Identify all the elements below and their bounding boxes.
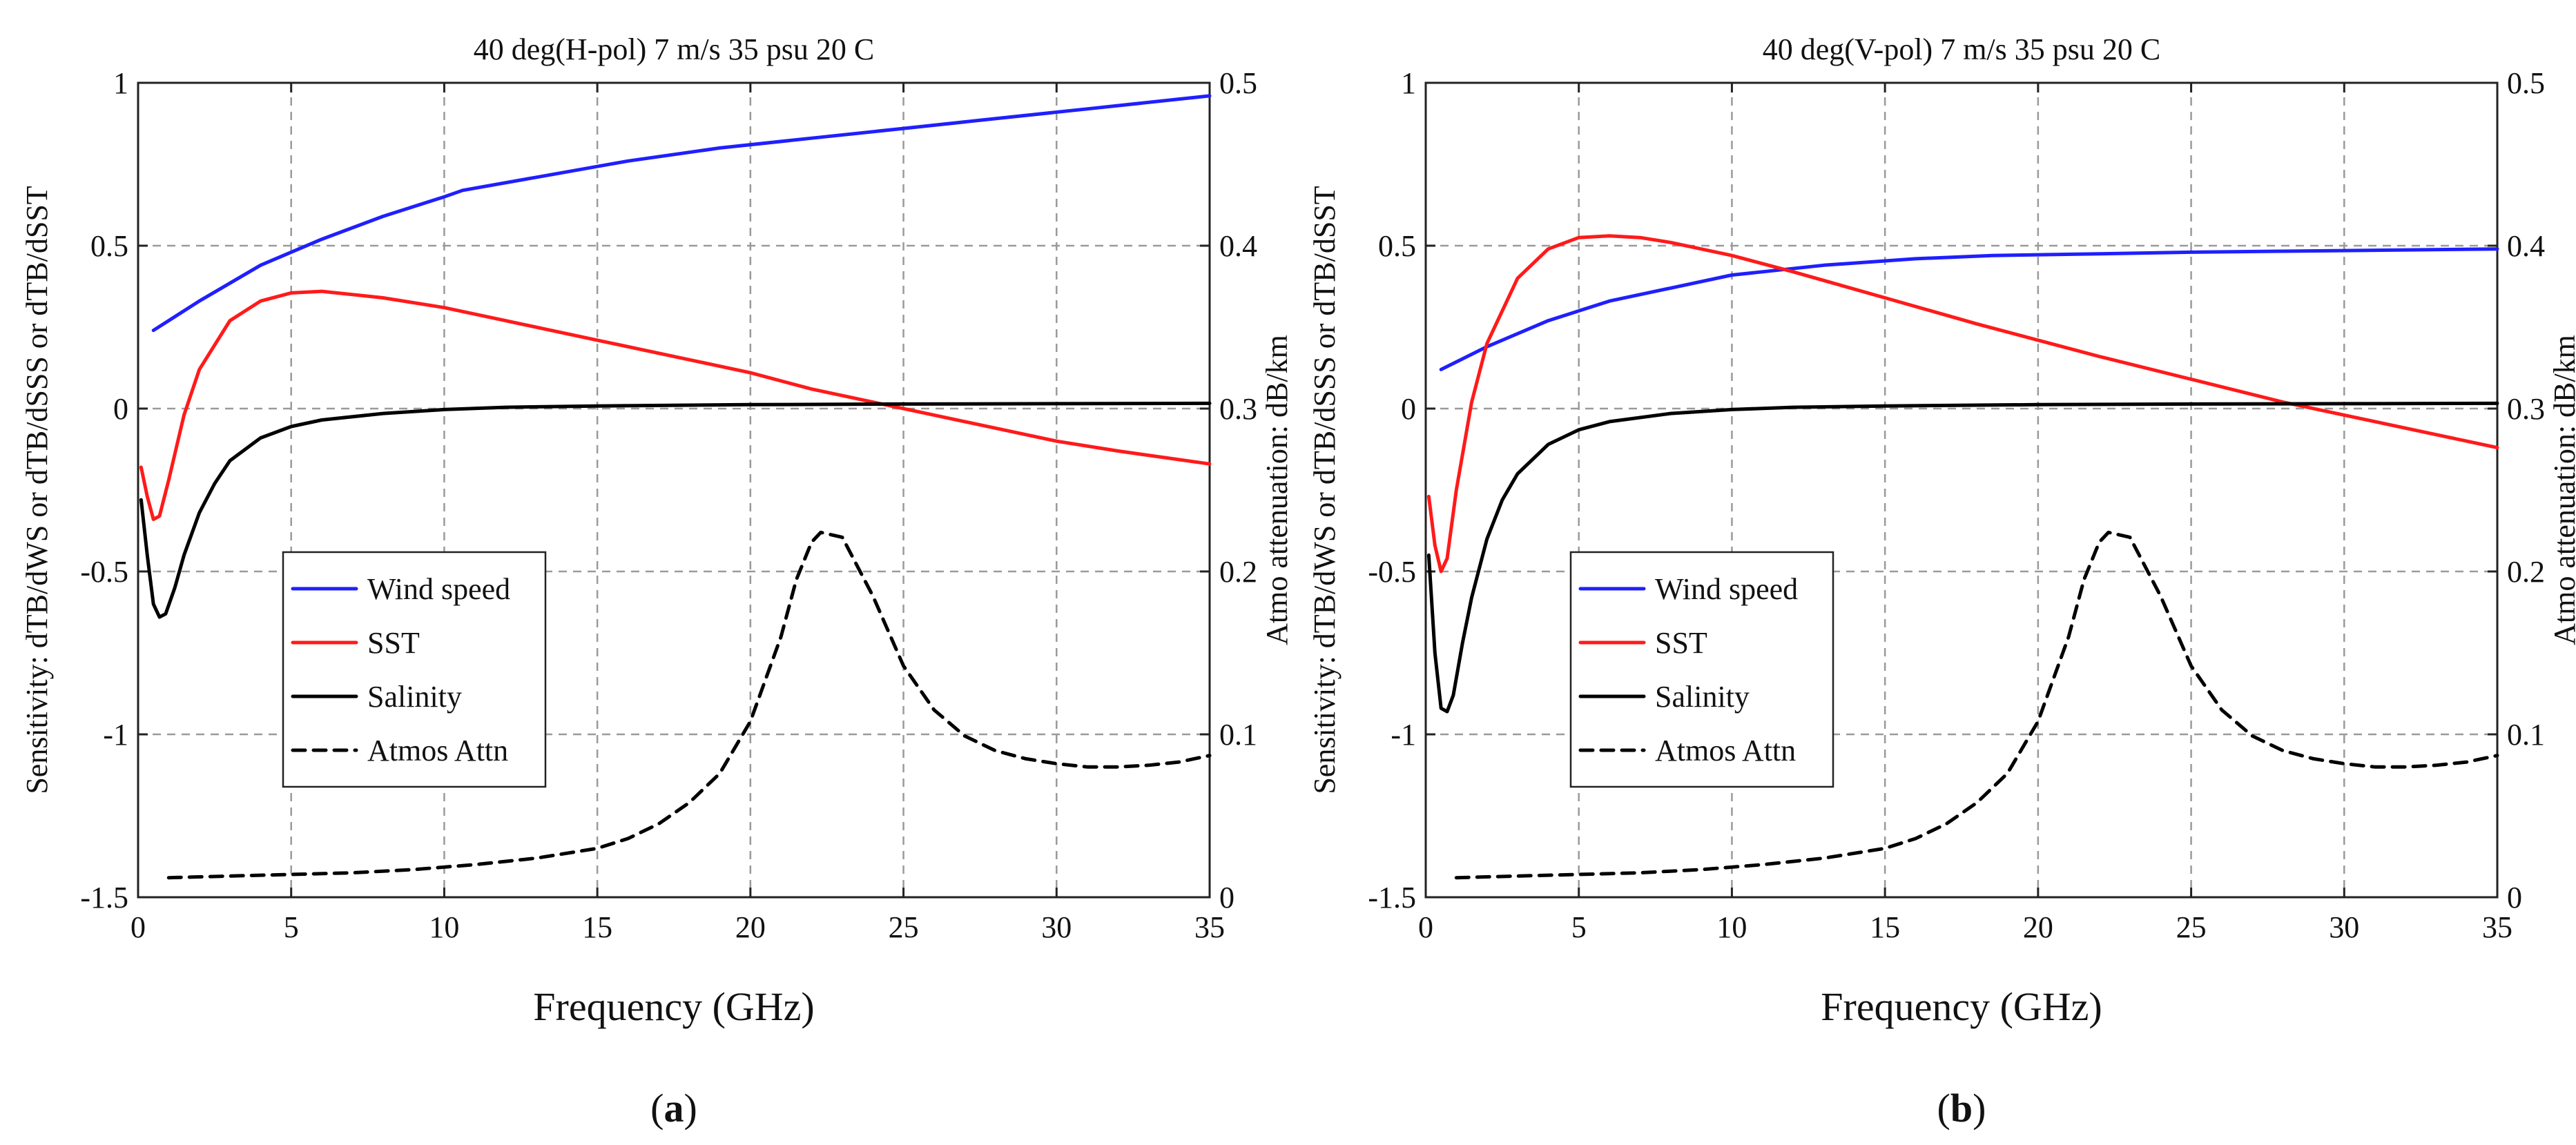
y-tick-label: -0.5 xyxy=(1368,555,1416,589)
panel-label: (b) xyxy=(1937,1086,1986,1131)
axes xyxy=(137,81,1211,899)
y2-tick-label: 0.2 xyxy=(1219,555,1257,589)
y2-tick-label: 0.3 xyxy=(2507,392,2545,426)
legend-entry-label: Salinity xyxy=(1655,680,1750,714)
y2-tick-label: 0 xyxy=(1219,881,1234,914)
legend-entry-label: SST xyxy=(1655,626,1707,660)
y-tick-label: 0 xyxy=(1401,392,1416,426)
chart-title: 40 deg(V-pol) 7 m/s 35 psu 20 C xyxy=(1763,32,2161,66)
x-tick-label: 20 xyxy=(735,910,766,944)
y-tick-label: 1 xyxy=(113,66,128,100)
x-tick-label: 15 xyxy=(1870,910,1900,944)
x-tick-label: 35 xyxy=(2482,910,2512,944)
y2-tick-label: 0.1 xyxy=(2507,718,2545,752)
legend-entry-label: Salinity xyxy=(367,680,462,714)
series-line-wind-speed xyxy=(151,94,1212,333)
y-tick-label: 0.5 xyxy=(1378,229,1416,263)
series-line-salinity xyxy=(139,401,1212,619)
x-axis-label: Frequency (GHz) xyxy=(533,984,814,1029)
y-tick-label: -0.5 xyxy=(80,555,128,589)
y-tick-label: 0 xyxy=(113,392,128,426)
x-tick-label: 5 xyxy=(1571,910,1587,944)
y-tick-label: 1 xyxy=(1401,66,1416,100)
x-tick-label: 15 xyxy=(582,910,612,944)
series-line-sst xyxy=(1426,234,2499,574)
series-group xyxy=(139,94,1212,880)
x-tick-label: 25 xyxy=(889,910,919,944)
chart-panel-a: Wind speed SST Salinity Atmos Attn 0 5 10 15 20 2… xyxy=(20,32,1294,1131)
legend: Wind speed SST Salinity Atmos Attn xyxy=(1569,551,1834,788)
y-tick-label: 0.5 xyxy=(90,229,128,263)
legend-box xyxy=(1569,551,1834,788)
legend-entry-label: Atmos Attn xyxy=(1655,734,1796,767)
plot-frame xyxy=(1424,81,2499,899)
x-tick-label: 0 xyxy=(1418,910,1433,944)
chart-title: 40 deg(H-pol) 7 m/s 35 psu 20 C xyxy=(474,32,875,66)
series-line-wind-speed xyxy=(1439,247,2499,371)
legend-box xyxy=(282,551,547,788)
y2-tick-label: 0.4 xyxy=(2507,229,2545,263)
panel-label: (a) xyxy=(650,1086,697,1131)
y2-axis-label: Atmo attenuation: dB/km xyxy=(2548,335,2576,645)
plot-frame xyxy=(137,81,1211,899)
x-tick-label: 25 xyxy=(2176,910,2207,944)
x-tick-label: 20 xyxy=(2023,910,2053,944)
series-line-atmos-attn xyxy=(166,530,1212,880)
y-axis-label: Sensitivity: dTB/dWS or dTB/dSSS or dTB/… xyxy=(1308,186,1342,794)
y2-tick-label: 0.5 xyxy=(1219,66,1257,100)
y2-tick-label: 0.3 xyxy=(1219,392,1257,426)
y-tick-label: -1.5 xyxy=(80,881,128,914)
text-labels: 0 5 10 15 20 25 30 35-1.5-1-0.500.5100.10.20.30… xyxy=(20,32,1294,1131)
y2-tick-label: 0.1 xyxy=(1219,718,1257,752)
y2-tick-label: 0 xyxy=(2507,881,2522,914)
x-tick-label: 5 xyxy=(284,910,299,944)
text-labels: 0 5 10 15 20 25 30 35-1.5-1-0.500.5100.10.20.30… xyxy=(1308,32,2576,1131)
legend-entry-label: Wind speed xyxy=(1655,572,1798,606)
x-tick-label: 35 xyxy=(1194,910,1225,944)
x-tick-label: 10 xyxy=(1716,910,1747,944)
chart-panel-b: Wind speed SST Salinity Atmos Attn 0 5 10 15 20 2… xyxy=(1288,0,2576,1145)
legend: Wind speed SST Salinity Atmos Attn xyxy=(282,551,547,788)
y-tick-label: -1 xyxy=(1391,718,1416,752)
x-axis-label: Frequency (GHz) xyxy=(1821,984,2102,1029)
legend-entry-label: Wind speed xyxy=(367,572,510,606)
series-line-sst xyxy=(139,289,1212,521)
y-axis-label: Sensitivity: dTB/dWS or dTB/dSSS or dTB/… xyxy=(20,186,54,794)
y-tick-label: -1.5 xyxy=(1368,881,1416,914)
y2-tick-label: 0.5 xyxy=(2507,66,2545,100)
legend-entry-label: Atmos Attn xyxy=(367,734,508,767)
series-group xyxy=(1426,234,2499,880)
y2-tick-label: 0.2 xyxy=(2507,555,2545,589)
y2-tick-label: 0.4 xyxy=(1219,229,1257,263)
x-tick-label: 30 xyxy=(1041,910,1072,944)
y-tick-label: -1 xyxy=(103,718,128,752)
x-tick-label: 0 xyxy=(130,910,146,944)
x-tick-label: 30 xyxy=(2329,910,2359,944)
legend-entry-label: SST xyxy=(367,626,420,660)
x-tick-label: 10 xyxy=(429,910,459,944)
series-line-atmos-attn xyxy=(1454,530,2499,880)
series-line-salinity xyxy=(1426,401,2499,714)
y2-axis-label: Atmo attenuation: dB/km xyxy=(1260,335,1294,645)
